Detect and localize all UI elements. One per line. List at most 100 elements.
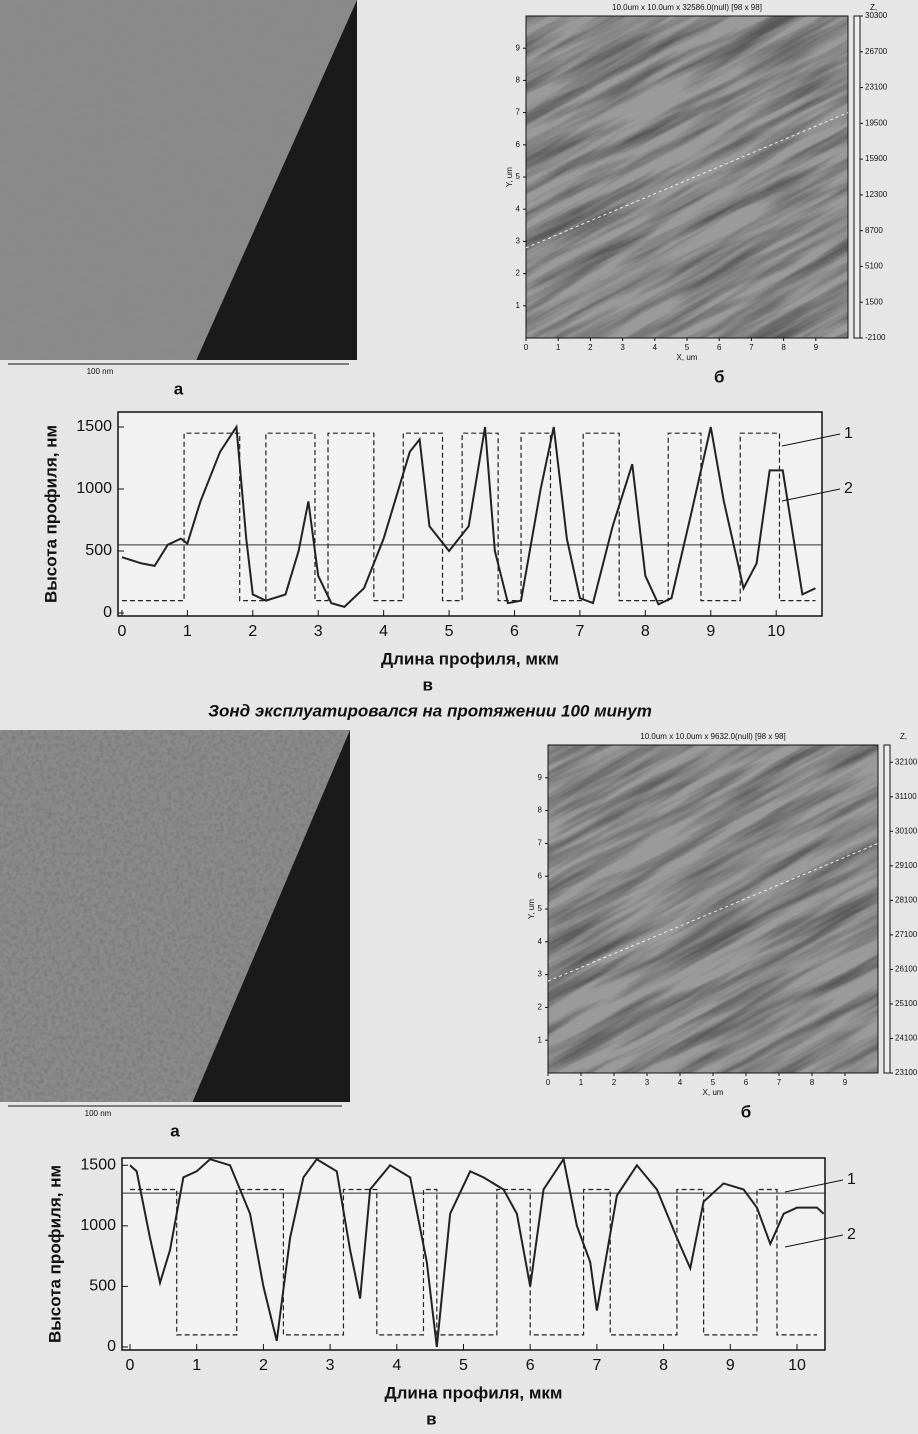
x-tick-label: 8 <box>810 1078 815 1087</box>
x-tick-label: 10 <box>767 623 785 640</box>
x-tick-label: 6 <box>744 1078 749 1087</box>
afm-texture <box>526 16 848 338</box>
z-tick-label: 23100 <box>865 83 888 92</box>
z-tick-label: 32100 <box>895 757 918 766</box>
y-tick-label: 8 <box>516 76 521 85</box>
x-tick-label: 1 <box>183 623 192 640</box>
y-axis-label: Высота профиля, нм <box>45 1165 64 1343</box>
z-colorbar <box>883 744 891 1074</box>
callout-line <box>784 1234 844 1248</box>
x-tick-label: 4 <box>678 1078 683 1087</box>
y-tick-label: 1500 <box>76 418 112 435</box>
z-tick-label: 30300 <box>865 11 888 20</box>
x-tick-label: 1 <box>556 343 561 352</box>
x-tick-label: 3 <box>620 343 625 352</box>
y-tick-label: 0 <box>103 604 112 621</box>
y-tick-label: 1 <box>538 1035 543 1044</box>
y-tick-label: 2 <box>538 1003 543 1012</box>
x-tick-label: 6 <box>526 1357 535 1374</box>
z-tick-label: 30100 <box>895 826 918 835</box>
x-tick-label: 7 <box>592 1357 601 1374</box>
x-tick-label: 10 <box>788 1357 806 1374</box>
y-tick-label: 1500 <box>80 1156 116 1173</box>
panel-label: б <box>714 367 725 386</box>
x-axis-label: Длина профиля, мкм <box>381 649 559 668</box>
z-tick-label: 27100 <box>895 930 918 939</box>
callout-line <box>781 488 841 502</box>
z-axis-label: Z, <box>900 732 907 741</box>
x-tick-label: 5 <box>711 1078 716 1087</box>
z-tick-label: 5100 <box>865 262 883 271</box>
x-tick-label: 0 <box>117 623 126 640</box>
x-axis-label: X, um <box>677 353 698 362</box>
x-tick-label: 8 <box>641 623 650 640</box>
z-tick-label: 15900 <box>865 154 888 163</box>
y-tick-label: 500 <box>89 1278 116 1295</box>
z-tick-label: 23100 <box>895 1068 918 1077</box>
y-tick-label: 6 <box>538 871 543 880</box>
panel-label: в <box>423 675 433 694</box>
panel-label: б <box>741 1102 752 1121</box>
z-tick-label: 29100 <box>895 861 918 870</box>
y-tick-label: 4 <box>516 204 521 213</box>
callout-line <box>784 1179 844 1193</box>
profile-line <box>129 1156 825 1348</box>
scale-label: 100 nm <box>87 367 114 376</box>
x-tick-label: 5 <box>445 623 454 640</box>
z-tick-label: 26700 <box>865 47 888 56</box>
y-tick-label: 1000 <box>76 480 112 497</box>
x-tick-label: 4 <box>379 623 388 640</box>
legend-label: 1 <box>844 425 853 442</box>
z-tick-label: 12300 <box>865 190 888 199</box>
scale-label: 100 nm <box>85 1109 112 1118</box>
x-tick-label: 2 <box>588 343 593 352</box>
x-tick-label: 6 <box>717 343 722 352</box>
x-tick-label: 6 <box>510 623 519 640</box>
x-tick-label: 2 <box>612 1078 617 1087</box>
x-tick-label: 0 <box>524 343 529 352</box>
afm-texture <box>548 745 878 1073</box>
y-tick-label: 7 <box>538 839 543 848</box>
y-tick-label: 2 <box>516 269 521 278</box>
afm-texture-group <box>526 16 848 338</box>
y-axis-label: Y, um <box>505 167 514 187</box>
plot-area <box>121 1157 826 1351</box>
afm-header: 10.0um x 10.0um x 9632.0(null) [98 x 98] <box>640 732 785 741</box>
y-axis-label: Высота профиля, нм <box>41 425 60 603</box>
z-colorbar <box>853 15 861 339</box>
y-tick-label: 3 <box>538 970 543 979</box>
afm-header: 10.0um x 10.0um x 32586.0(null) [98 x 98… <box>612 3 762 12</box>
x-tick-label: 1 <box>192 1357 201 1374</box>
z-axis-label: Z, <box>870 3 877 12</box>
x-tick-label: 3 <box>645 1078 650 1087</box>
step-line <box>130 1188 817 1336</box>
x-tick-label: 0 <box>126 1357 135 1374</box>
x-tick-label: 2 <box>259 1357 268 1374</box>
afm-texture-group <box>548 745 878 1073</box>
x-tick-label: 3 <box>314 623 323 640</box>
x-tick-label: 0 <box>546 1078 551 1087</box>
z-tick-label: -2100 <box>865 333 886 342</box>
y-tick-label: 6 <box>516 140 521 149</box>
z-tick-label: 24100 <box>895 1034 918 1043</box>
y-tick-label: 9 <box>516 43 521 52</box>
x-tick-label: 9 <box>726 1357 735 1374</box>
profile-path <box>525 112 849 249</box>
panel-label: а <box>174 379 184 398</box>
profile-line <box>121 424 816 608</box>
legend-label: 2 <box>847 1226 856 1243</box>
shadow-triangle <box>196 0 357 360</box>
z-tick-label: 26100 <box>895 965 918 974</box>
callout-line <box>781 433 841 447</box>
z-tick-label: 1500 <box>865 297 883 306</box>
x-tick-label: 9 <box>814 343 819 352</box>
z-tick-label: 31100 <box>895 792 917 801</box>
x-tick-label: 5 <box>685 343 690 352</box>
x-tick-label: 7 <box>749 343 754 352</box>
y-tick-label: 0 <box>107 1338 116 1355</box>
x-axis-label: Длина профиля, мкм <box>385 1383 563 1402</box>
x-tick-label: 7 <box>575 623 584 640</box>
x-tick-label: 9 <box>843 1078 848 1087</box>
